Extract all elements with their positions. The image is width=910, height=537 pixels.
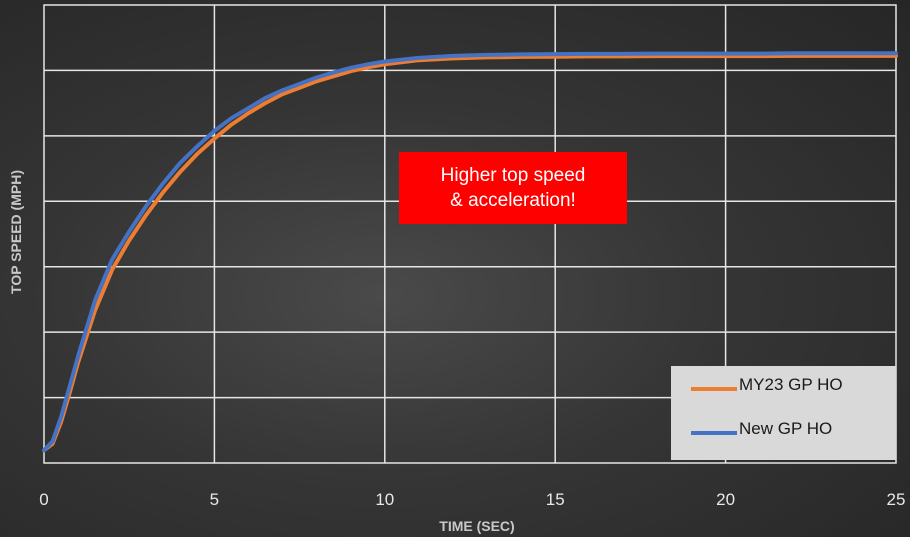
annotation-line-2: & acceleration! — [450, 190, 576, 211]
legend-swatch-my23 — [691, 387, 737, 391]
x-tick-label: 5 — [210, 490, 219, 509]
legend-item-my23: MY23 GP HO — [691, 370, 843, 400]
x-tick-label: 10 — [375, 490, 394, 509]
annotation-line-1: Higher top speed — [440, 165, 586, 186]
legend: MY23 GP HO New GP HO — [671, 366, 896, 460]
x-tick-label: 25 — [887, 490, 906, 509]
legend-swatch-new — [691, 431, 737, 435]
legend-label-my23: MY23 GP HO — [739, 375, 843, 394]
series-lines — [42, 51, 898, 453]
x-tick-label: 0 — [39, 490, 48, 509]
x-tick-labels: 0 5 10 15 20 25 — [39, 490, 905, 509]
series-line-1 — [42, 51, 898, 453]
legend-item-new: New GP HO — [691, 414, 832, 444]
x-tick-label: 20 — [716, 490, 735, 509]
x-tick-label: 15 — [546, 490, 565, 509]
y-axis-label: TOP SPEED (MPH) — [8, 170, 24, 294]
series-line-0 — [42, 53, 898, 453]
annotation-callout: Higher top speed & acceleration! — [399, 152, 627, 224]
plot-border — [43, 4, 897, 464]
legend-label-new: New GP HO — [739, 419, 833, 438]
x-axis-label: TIME (SEC) — [439, 518, 514, 534]
